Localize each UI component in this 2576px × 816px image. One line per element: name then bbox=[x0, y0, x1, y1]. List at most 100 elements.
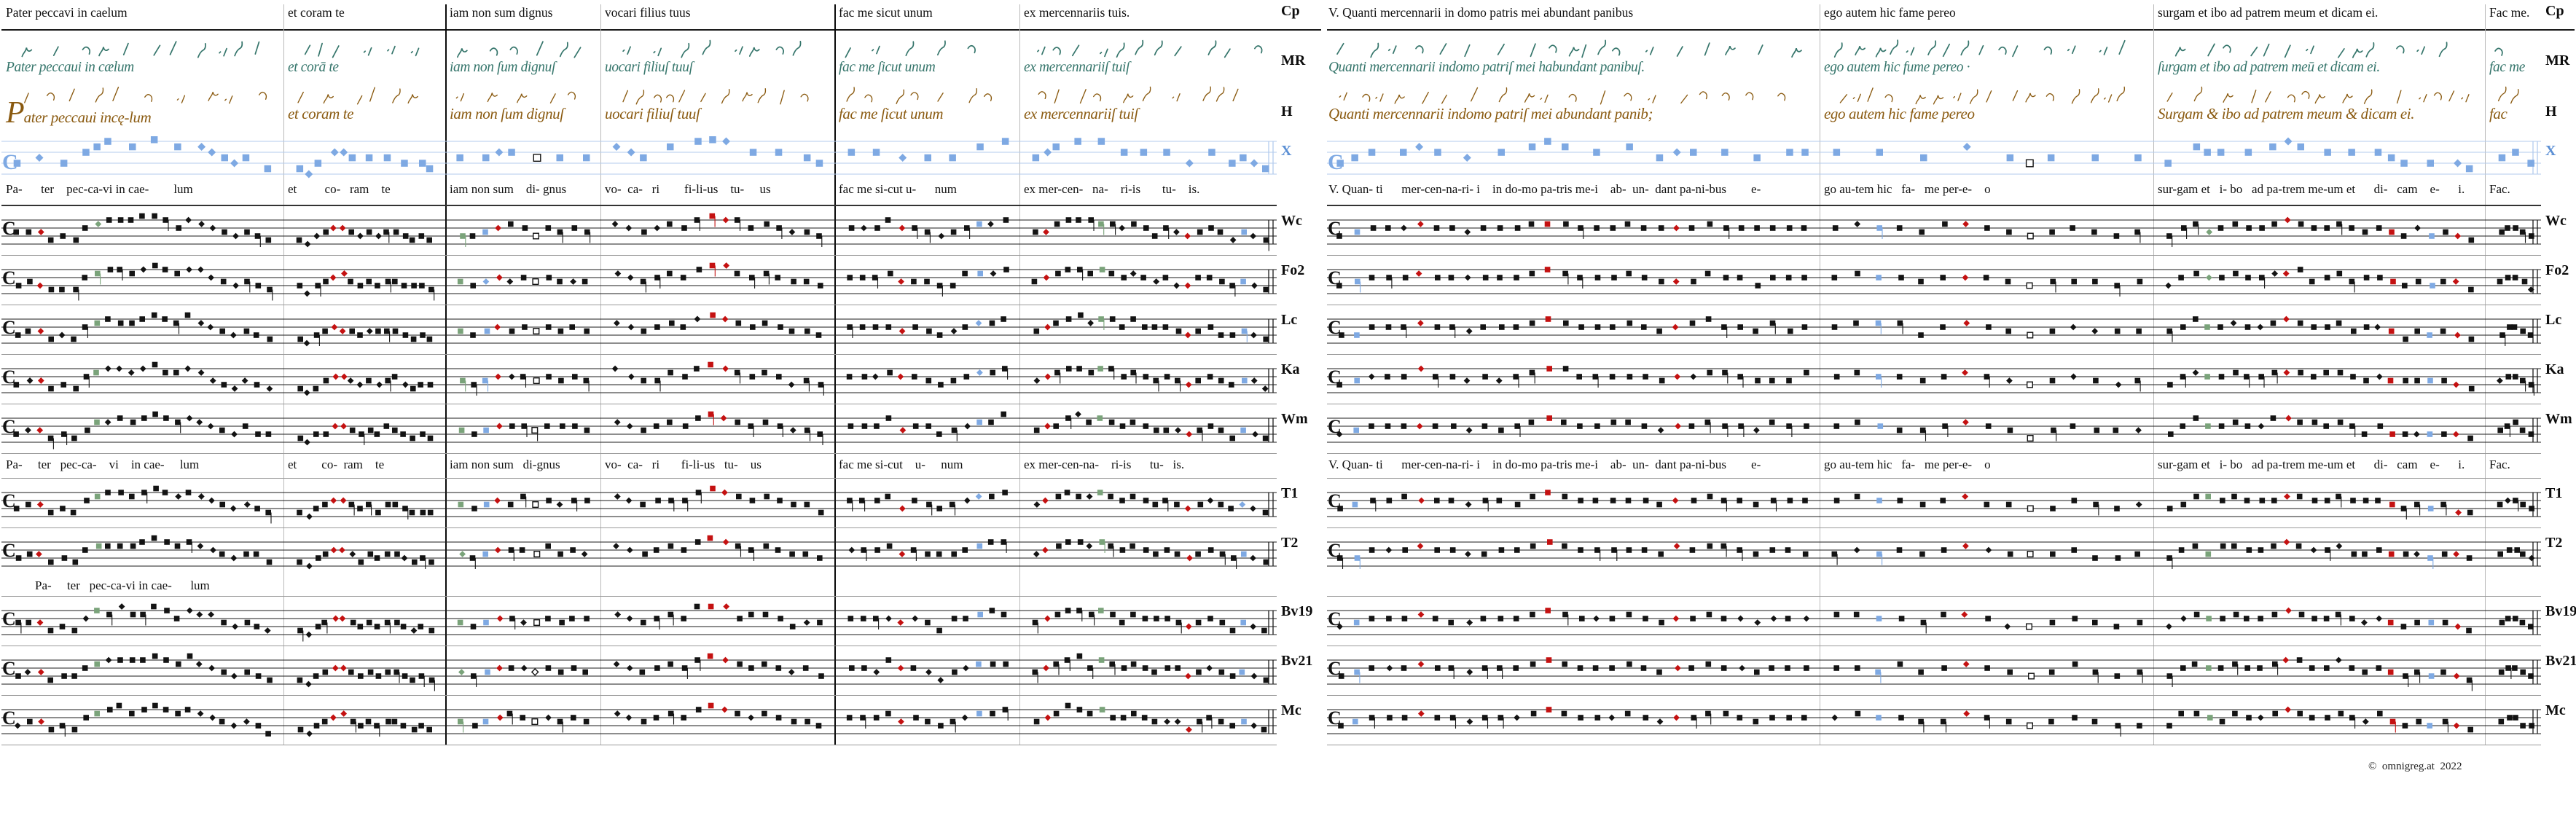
note-square bbox=[545, 616, 551, 621]
neume-stroke bbox=[1777, 93, 1786, 101]
note-diamond bbox=[339, 224, 346, 232]
note-square bbox=[2336, 320, 2342, 326]
note-diamond bbox=[329, 714, 337, 721]
note-square bbox=[1143, 225, 1149, 231]
row-label-mc: Mc bbox=[2545, 702, 2566, 718]
note-square bbox=[1207, 324, 1214, 330]
note-square bbox=[1544, 221, 1551, 227]
note-square bbox=[936, 332, 943, 338]
note-diamond bbox=[329, 224, 337, 232]
note-square bbox=[175, 710, 181, 717]
neume-stroke bbox=[2174, 47, 2186, 57]
note-diamond bbox=[232, 282, 239, 289]
note-diamond bbox=[209, 224, 216, 232]
note-square bbox=[2193, 611, 2200, 618]
note-diamond bbox=[2455, 509, 2462, 516]
note-square bbox=[2403, 377, 2408, 384]
note-square bbox=[669, 320, 675, 326]
note-square bbox=[912, 423, 919, 429]
note-diamond bbox=[37, 328, 44, 334]
note-square bbox=[1610, 324, 1616, 330]
note-square bbox=[152, 262, 158, 269]
note-square bbox=[2363, 324, 2370, 330]
note-square bbox=[1706, 611, 1712, 618]
note-square bbox=[130, 543, 136, 549]
neume-stroke bbox=[1336, 42, 1344, 55]
note-square bbox=[482, 551, 488, 557]
note-square bbox=[2403, 673, 2408, 679]
note-square bbox=[1218, 501, 1224, 508]
note-square bbox=[219, 328, 225, 334]
note-square bbox=[1109, 316, 1116, 322]
note-square bbox=[818, 382, 824, 388]
note-diamond bbox=[266, 385, 273, 392]
note-square bbox=[1942, 221, 1948, 227]
note-square bbox=[1833, 611, 1840, 618]
note-square bbox=[775, 547, 781, 553]
note-square bbox=[472, 723, 478, 729]
note-square bbox=[2505, 275, 2511, 280]
note-square bbox=[470, 332, 476, 338]
mr-neumes bbox=[456, 41, 582, 58]
note-square bbox=[694, 366, 700, 372]
note-diamond bbox=[140, 266, 147, 273]
note-square bbox=[2166, 233, 2172, 239]
note-square bbox=[1449, 324, 1455, 330]
note-square bbox=[653, 423, 659, 429]
note-square bbox=[519, 547, 525, 553]
note-square bbox=[1722, 369, 1728, 376]
neume-stroke bbox=[936, 40, 946, 56]
neume-stroke bbox=[369, 87, 375, 102]
note-diamond bbox=[104, 365, 111, 372]
note-square bbox=[82, 225, 88, 231]
note-diamond bbox=[1251, 282, 1258, 289]
neume-stroke bbox=[2352, 48, 2363, 58]
note-diamond bbox=[1803, 615, 1810, 622]
note-square bbox=[1369, 715, 1375, 721]
note-square bbox=[1544, 267, 1551, 272]
note-square bbox=[128, 217, 134, 223]
note-square bbox=[1737, 498, 1742, 503]
note-square bbox=[874, 498, 880, 503]
note-square bbox=[1855, 710, 1861, 717]
note-square bbox=[267, 677, 273, 683]
note-diamond bbox=[1175, 427, 1181, 434]
note-square bbox=[885, 657, 892, 663]
staff-bv21: C bbox=[1, 653, 1277, 691]
note-square bbox=[2271, 498, 2277, 503]
note-square bbox=[1078, 312, 1084, 318]
row-separator bbox=[1327, 596, 2541, 597]
note-square bbox=[2497, 551, 2503, 557]
neume-stroke bbox=[2207, 43, 2215, 57]
note-square bbox=[13, 382, 20, 388]
staff-ka: C bbox=[1327, 365, 2541, 396]
note-square bbox=[2271, 543, 2276, 549]
note-diamond bbox=[2453, 551, 2459, 557]
neume-stroke bbox=[304, 44, 311, 55]
note-square bbox=[1785, 665, 1790, 671]
note-square bbox=[2520, 669, 2526, 675]
note-square bbox=[254, 506, 260, 511]
note-diamond bbox=[494, 323, 501, 331]
note-square bbox=[1940, 275, 1946, 280]
note-square bbox=[2136, 328, 2142, 334]
note-diamond bbox=[1250, 377, 1258, 384]
note-diamond bbox=[1043, 274, 1050, 281]
note-square bbox=[668, 661, 673, 667]
note-diamond bbox=[1186, 726, 1192, 733]
note-square bbox=[2498, 669, 2505, 675]
note-square bbox=[2259, 275, 2265, 280]
note-square bbox=[348, 229, 354, 235]
note-diamond bbox=[861, 224, 867, 232]
note-square bbox=[1877, 423, 1884, 429]
note-square bbox=[428, 677, 435, 683]
neume-stroke bbox=[1568, 47, 1580, 57]
note-square bbox=[71, 336, 77, 342]
note-square bbox=[707, 535, 713, 541]
note-square bbox=[641, 619, 646, 626]
note-diamond bbox=[402, 381, 409, 388]
neume-stroke bbox=[1232, 88, 1239, 102]
note-square bbox=[775, 149, 783, 156]
note-diamond bbox=[1963, 710, 1970, 717]
note-square bbox=[1401, 715, 1408, 721]
